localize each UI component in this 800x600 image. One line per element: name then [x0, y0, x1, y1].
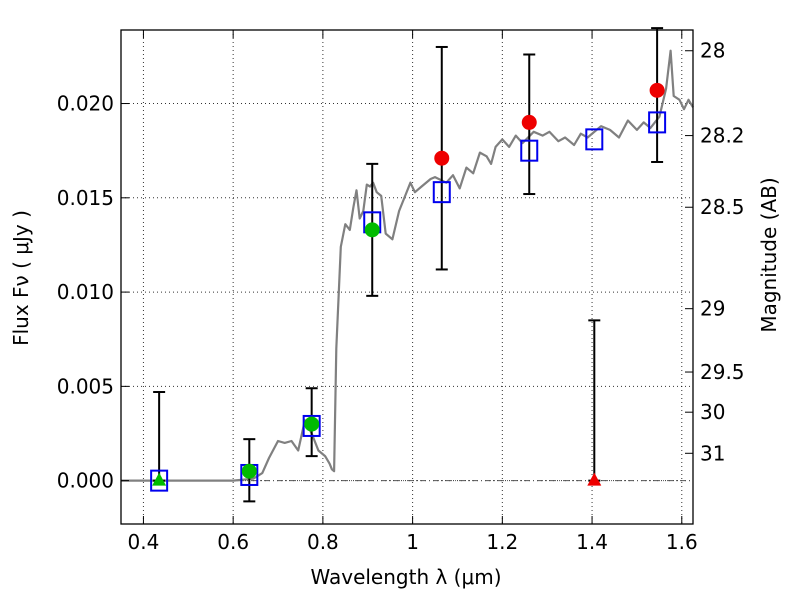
y2-tick-label: 28.5 — [700, 195, 745, 219]
upper-limit-triangle — [587, 472, 602, 486]
y2-tick-label: 28 — [700, 39, 725, 63]
observed-point — [649, 82, 665, 98]
observed-point — [521, 114, 537, 130]
x-axis-label: Wavelength λ (μm) — [310, 565, 501, 589]
y2-tick-label: 28.2 — [700, 124, 745, 148]
y2-tick-label: 30 — [700, 400, 725, 424]
y2-tick-label: 29.5 — [700, 360, 745, 384]
y2-tick-label: 31 — [700, 441, 725, 465]
model-spectrum-line — [121, 49, 694, 482]
x-tick-label: 0.6 — [217, 530, 249, 554]
y2-tick-label: 29 — [700, 297, 725, 321]
x-tick-label: 0.4 — [128, 530, 160, 554]
plot-frame — [120, 29, 694, 525]
data-markers-layer — [150, 27, 667, 503]
upper-limit-triangle — [152, 472, 167, 486]
observed-point — [304, 416, 320, 432]
y-axis-label: Flux Fν ( μJy ) — [9, 210, 33, 346]
y-tick-label: 0.010 — [57, 280, 114, 304]
model-point-square — [648, 111, 667, 134]
model-point-square — [150, 469, 169, 492]
x-tick-label: 0.8 — [307, 530, 339, 554]
model-point-square — [432, 181, 451, 204]
model-point-square — [302, 414, 321, 437]
observed-point — [364, 222, 380, 238]
model-point-square — [585, 128, 604, 151]
y-tick-label: 0.000 — [57, 469, 114, 493]
y-tick-label: 0.005 — [57, 374, 114, 398]
y-tick-label: 0.015 — [57, 186, 114, 210]
grid — [121, 30, 693, 524]
x-tick-label: 1.4 — [576, 530, 608, 554]
axis-ticks: 0.4 0.6 0.8 1 1.2 1.4 1.6 0.000 0.005 0.010 0.015 0… — [57, 30, 745, 554]
observed-point — [241, 463, 257, 479]
model-point-square — [520, 139, 539, 162]
x-tick-label: 1.6 — [666, 530, 698, 554]
x-tick-label: 1.2 — [486, 530, 518, 554]
plot-frame-border — [120, 29, 694, 525]
y-tick-label: 0.020 — [57, 92, 114, 116]
observed-point — [434, 150, 450, 166]
model-spectrum-layer — [121, 49, 694, 482]
y2-axis-label: Magnitude (AB) — [757, 177, 781, 332]
x-tick-label: 1 — [406, 530, 419, 554]
